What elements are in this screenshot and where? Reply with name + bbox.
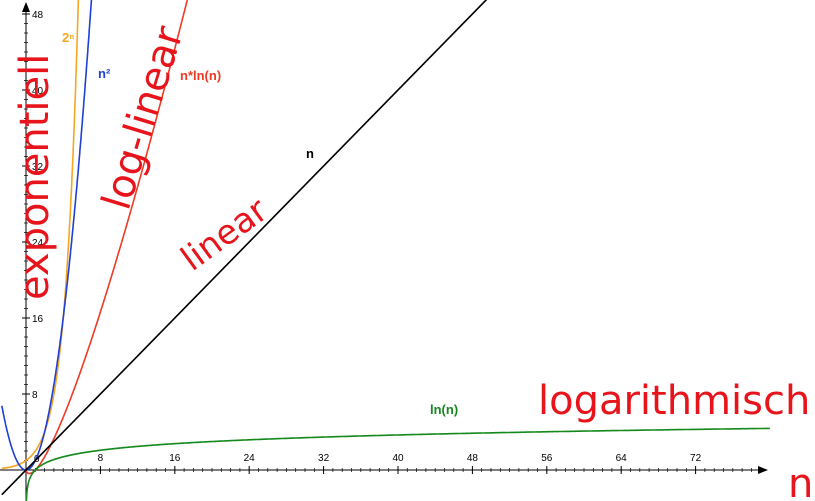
y-tick-label: 48 <box>32 10 44 21</box>
x-tick-label: 8 <box>98 453 104 464</box>
x-tick-label: 48 <box>467 453 479 464</box>
x-tick-label: 32 <box>318 453 330 464</box>
y-tick-label: 16 <box>32 314 44 325</box>
x-axis-arrow <box>758 466 768 474</box>
series-line <box>1 0 488 496</box>
x-tick-label: 24 <box>244 453 256 464</box>
annotation-axis-n: n <box>788 461 813 501</box>
label-n: n <box>306 146 314 161</box>
y-axis-arrow <box>22 2 30 12</box>
annotation-linear: linear <box>174 190 275 279</box>
y-ticks: 8 16 24 32 40 48 <box>22 10 44 461</box>
x-tick-label: 56 <box>541 453 553 464</box>
series-line <box>25 0 189 475</box>
y-tick-label: 40 <box>32 86 44 97</box>
x-minor-ticks <box>34 468 762 472</box>
series-line <box>1 0 93 471</box>
x-ticks: 8 16 24 32 40 48 56 64 72 <box>98 453 702 474</box>
series-line <box>25 427 770 501</box>
annotation-exponential: exponentiell <box>12 54 58 300</box>
annotation-logarithmic: logarithmisch <box>538 378 810 424</box>
x-tick-label: 72 <box>690 453 702 464</box>
label-lnn: ln(n) <box>430 402 458 417</box>
x-tick-label: 64 <box>616 453 628 464</box>
y-tick-label: 32 <box>32 162 44 173</box>
y-tick-label: 24 <box>32 238 44 249</box>
x-tick-label: 16 <box>169 453 181 464</box>
label-2n: 2ⁿ <box>62 30 74 45</box>
curves <box>1 0 770 501</box>
annotation-loglinear: log-linear <box>94 21 193 215</box>
series-line <box>1 0 80 470</box>
label-nlnn: n*ln(n) <box>180 68 221 83</box>
y-tick-label: 8 <box>32 390 38 401</box>
x-tick-label: 40 <box>392 453 404 464</box>
label-n2: n² <box>98 66 111 81</box>
